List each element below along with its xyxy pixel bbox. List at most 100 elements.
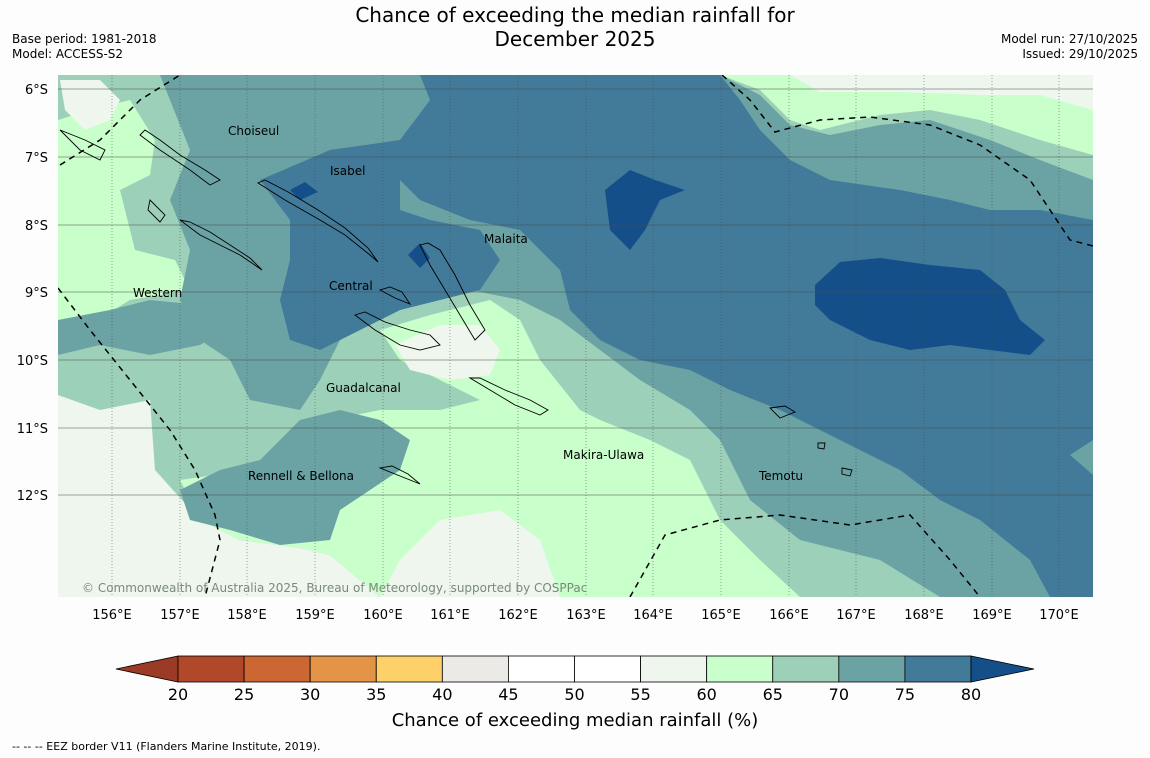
colorbar-segment	[772, 655, 840, 683]
lon-label: 158°E	[227, 608, 267, 623]
province-labels: Choiseul Isabel Malaita Western Central …	[133, 124, 803, 483]
contour-55-60-west	[60, 80, 120, 130]
colorbar-segment	[243, 655, 311, 683]
colorbar-tick-label: 40	[432, 685, 452, 704]
province-label-malaita: Malaita	[484, 232, 528, 246]
rennell-island	[378, 465, 421, 485]
contour-70-75-rennell	[180, 410, 410, 545]
colorbar-extend-high	[970, 655, 1035, 683]
colorbar-tick-label: 50	[564, 685, 584, 704]
lon-label: 166°E	[769, 608, 809, 623]
lon-label: 161°E	[430, 608, 470, 623]
colorbar-segment	[309, 655, 377, 683]
title-line-2: December 2025	[494, 27, 656, 51]
title-line-1: Chance of exceeding the median rainfall …	[355, 3, 795, 27]
colorbar-tick-label: 65	[763, 685, 783, 704]
colorbar-extend-low	[115, 655, 179, 683]
colorbar-tick-label: 30	[300, 685, 320, 704]
contour-80-isabel	[290, 182, 318, 200]
colorbar-tick-label: 25	[234, 685, 254, 704]
lon-label: 157°E	[160, 608, 200, 623]
lon-label: 156°E	[92, 608, 132, 623]
copyright-notice: © Commonwealth of Australia 2025, Bureau…	[82, 581, 587, 595]
longitude-labels: 156°E 157°E 158°E 159°E 160°E 161°E 162°…	[92, 608, 1079, 623]
model-name: Model: ACCESS-S2	[12, 47, 124, 61]
contour-55-60-northeast	[790, 75, 1093, 110]
province-label-temotu: Temotu	[758, 469, 803, 483]
contour-80-east	[815, 258, 1045, 355]
map-title: Chance of exceeding the median rainfall …	[0, 3, 1150, 51]
province-label-choiseul: Choiseul	[228, 124, 279, 138]
lat-label: 8°S	[25, 219, 48, 234]
gridlines	[58, 75, 1093, 597]
lon-label: 159°E	[295, 608, 335, 623]
eez-border	[58, 75, 1093, 597]
colorbar-tick-label: 55	[630, 685, 650, 704]
lon-label: 167°E	[836, 608, 876, 623]
santa-cruz-island	[769, 405, 797, 419]
colorbar-tick-label: 35	[366, 685, 386, 704]
vanikoro-island	[817, 442, 826, 450]
base-period: Base period: 1981-2018	[12, 32, 157, 46]
colorbar-tick-label: 75	[895, 685, 915, 704]
province-label-guadalcanal: Guadalcanal	[326, 381, 401, 395]
lon-label: 169°E	[972, 608, 1012, 623]
province-label-western: Western	[133, 286, 182, 300]
model-run: Model run: 27/10/2025	[1000, 32, 1138, 46]
contour-80-malaita	[408, 243, 430, 268]
colorbar-tick-label: 45	[498, 685, 518, 704]
contour-75-80	[260, 75, 1093, 597]
lat-label: 11°S	[17, 422, 48, 437]
lon-label: 162°E	[498, 608, 538, 623]
coastlines	[59, 129, 853, 485]
new-georgia-island	[179, 219, 263, 271]
meta-left: Base period: 1981-2018 Model: ACCESS-S2	[12, 32, 157, 62]
malaita-island	[419, 242, 486, 341]
issued-date: Issued: 29/10/2025	[1022, 47, 1138, 61]
lat-label: 10°S	[17, 354, 48, 369]
latitude-labels: 6°S 7°S 8°S 9°S 10°S 11°S 12°S	[17, 83, 48, 504]
vella-lavella	[147, 199, 166, 223]
meta-right: Model run: 27/10/2025 Issued: 29/10/2025	[1001, 32, 1138, 62]
lat-label: 6°S	[25, 83, 48, 98]
contour-80-north	[605, 170, 685, 250]
lon-label: 165°E	[701, 608, 741, 623]
colorbar-segment	[441, 655, 509, 683]
tikopia-island	[841, 467, 853, 477]
contour-55-60-southwest	[58, 395, 380, 597]
province-label-central: Central	[329, 279, 373, 293]
isabel-island	[257, 179, 379, 263]
lat-label: 9°S	[25, 286, 48, 301]
nggela-island	[378, 286, 412, 305]
lon-label: 160°E	[363, 608, 403, 623]
lat-label: 12°S	[17, 489, 48, 504]
colorbar-segment	[508, 655, 575, 683]
lat-label: 7°S	[25, 151, 48, 166]
colorbar-segment	[375, 655, 443, 683]
lon-label: 168°E	[904, 608, 944, 623]
colorbar-segment	[574, 655, 641, 683]
province-label-isabel: Isabel	[330, 164, 365, 178]
contour-55-60-south	[380, 510, 560, 597]
colorbar-title: Chance of exceeding median rainfall (%)	[392, 710, 759, 731]
colorbar-segment	[904, 655, 972, 683]
province-label-rennell-bellona: Rennell & Bellona	[248, 469, 354, 483]
colorbar-tick-label: 60	[696, 685, 716, 704]
eez-footnote: -- -- -- EEZ border V11 (Flanders Marine…	[12, 740, 321, 753]
guadalcanal-island	[354, 311, 441, 351]
province-label-makira-ulawa: Makira-Ulawa	[563, 448, 644, 462]
colorbar-tick-label: 80	[961, 685, 981, 704]
bougainville-coast	[59, 129, 106, 161]
lon-label: 164°E	[633, 608, 673, 623]
colorbar: 20 25 30 35 40 45 50 55 60 65 70 75 80	[115, 655, 1035, 704]
lon-label: 170°E	[1039, 608, 1079, 623]
colorbar-segment	[640, 655, 708, 683]
colorbar-tick-label: 70	[829, 685, 849, 704]
colorbar-segment	[706, 655, 774, 683]
colorbar-tick-label: 20	[168, 685, 188, 704]
choiseul-island	[139, 129, 221, 186]
makira-island	[468, 377, 549, 416]
rainfall-contours	[58, 75, 1093, 597]
colorbar-segment	[838, 655, 906, 683]
